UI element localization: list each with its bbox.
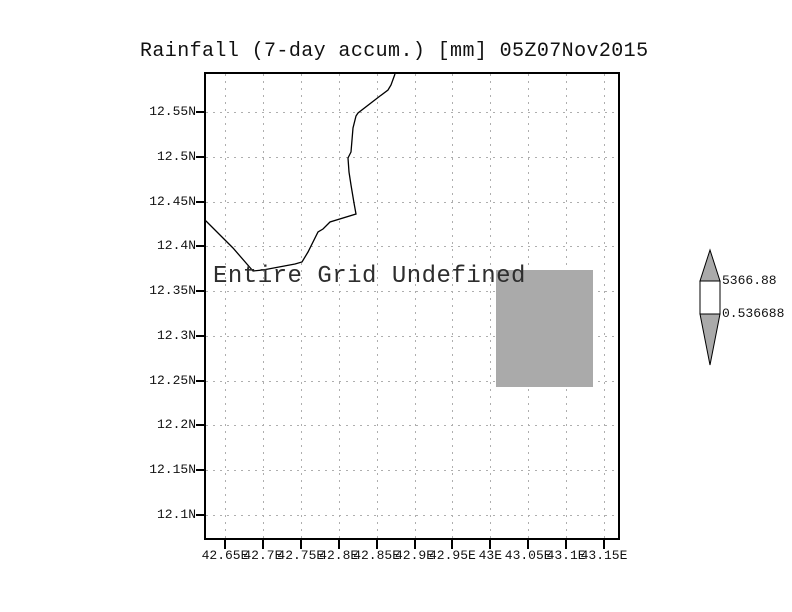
lon-tick-label: 42.7E — [243, 548, 283, 563]
lon-tick-mark — [261, 540, 264, 549]
lon-tick-mark — [489, 540, 492, 549]
lat-tick-mark — [196, 155, 205, 158]
lat-tick-label: 12.25N — [149, 372, 196, 388]
lon-gridline — [414, 74, 416, 538]
lon-gridline — [490, 74, 492, 538]
lat-gridline — [206, 515, 618, 517]
lat-tick-label: 12.1N — [156, 507, 196, 523]
lon-tick-label: 42.65E — [201, 548, 249, 563]
coastline-path — [206, 74, 396, 272]
lon-tick-label: 42.8E — [319, 548, 359, 563]
lat-gridline — [206, 156, 618, 158]
lon-tick-mark — [375, 540, 378, 549]
lon-tick-label: 43.15E — [580, 548, 628, 563]
lat-gridline — [206, 470, 618, 472]
lon-tick-mark — [299, 540, 302, 549]
lat-tick-label: 12.35N — [149, 283, 196, 299]
colorbar — [699, 248, 721, 366]
lon-tick-mark — [451, 540, 454, 549]
lon-tick-mark — [337, 540, 340, 549]
chart-title: Rainfall (7-day accum.) [mm] 05Z07Nov201… — [140, 40, 649, 63]
lat-tick-label: 12.2N — [156, 417, 196, 433]
lon-tick-mark — [565, 540, 568, 549]
lon-gridline — [338, 74, 340, 538]
lat-tick-mark — [196, 334, 205, 337]
lat-tick-mark — [196, 469, 205, 472]
colorbar-max-label: 5366.88 — [722, 273, 777, 288]
lat-gridline — [206, 112, 618, 113]
lat-tick-mark — [196, 245, 205, 248]
lat-gridline — [206, 335, 618, 337]
lat-tick-mark — [196, 111, 205, 113]
colorbar-range-box — [699, 280, 721, 315]
lat-tick-label: 12.4N — [156, 238, 196, 254]
plot-frame: Entire Grid Undefined — [204, 72, 620, 540]
lon-tick-label: 42.95E — [428, 548, 476, 563]
lat-tick-mark — [196, 514, 205, 517]
lat-gridline — [206, 246, 618, 248]
lat-gridline — [206, 380, 618, 382]
shaded-grid-cell — [496, 270, 593, 387]
lon-gridline — [604, 74, 605, 538]
lon-tick-label: 43.05E — [504, 548, 552, 563]
lat-gridline — [206, 201, 618, 203]
lon-gridline — [452, 74, 454, 538]
lat-tick-label: 12.55N — [149, 104, 196, 119]
lon-tick-label: 42.9E — [394, 548, 434, 563]
lon-tick-label: 42.85E — [353, 548, 400, 563]
lat-tick-label: 12.3N — [156, 327, 196, 343]
lon-gridline — [262, 74, 264, 538]
lon-tick-label: 43E — [478, 548, 502, 563]
lon-tick-mark — [603, 540, 605, 549]
lon-tick-mark — [413, 540, 416, 549]
lat-gridline — [206, 425, 618, 427]
lon-tick-label: 43.1E — [546, 548, 586, 563]
lat-tick-mark — [196, 424, 205, 427]
plot-area: Entire Grid Undefined — [206, 74, 618, 538]
coastline-map — [206, 74, 396, 272]
lon-tick-mark — [224, 540, 226, 549]
lat-tick-label: 12.15N — [149, 462, 196, 478]
lon-tick-mark — [527, 540, 530, 549]
lat-tick-mark — [196, 200, 205, 203]
colorbar-above-max-arrow — [699, 248, 721, 282]
lon-gridline — [376, 74, 378, 538]
lon-tick-label: 42.75E — [277, 548, 325, 563]
colorbar-below-min-arrow — [699, 313, 721, 366]
lon-gridline — [300, 74, 302, 538]
lat-tick-mark — [196, 379, 205, 382]
lat-tick-label: 12.45N — [149, 193, 196, 209]
colorbar-min-label: 0.536688 — [722, 306, 785, 321]
undefined-grid-annotation: Entire Grid Undefined — [213, 263, 526, 290]
lat-tick-mark — [196, 290, 205, 293]
lon-gridline — [225, 74, 226, 538]
lat-tick-label: 12.5N — [156, 148, 196, 164]
lat-gridline — [206, 291, 618, 293]
